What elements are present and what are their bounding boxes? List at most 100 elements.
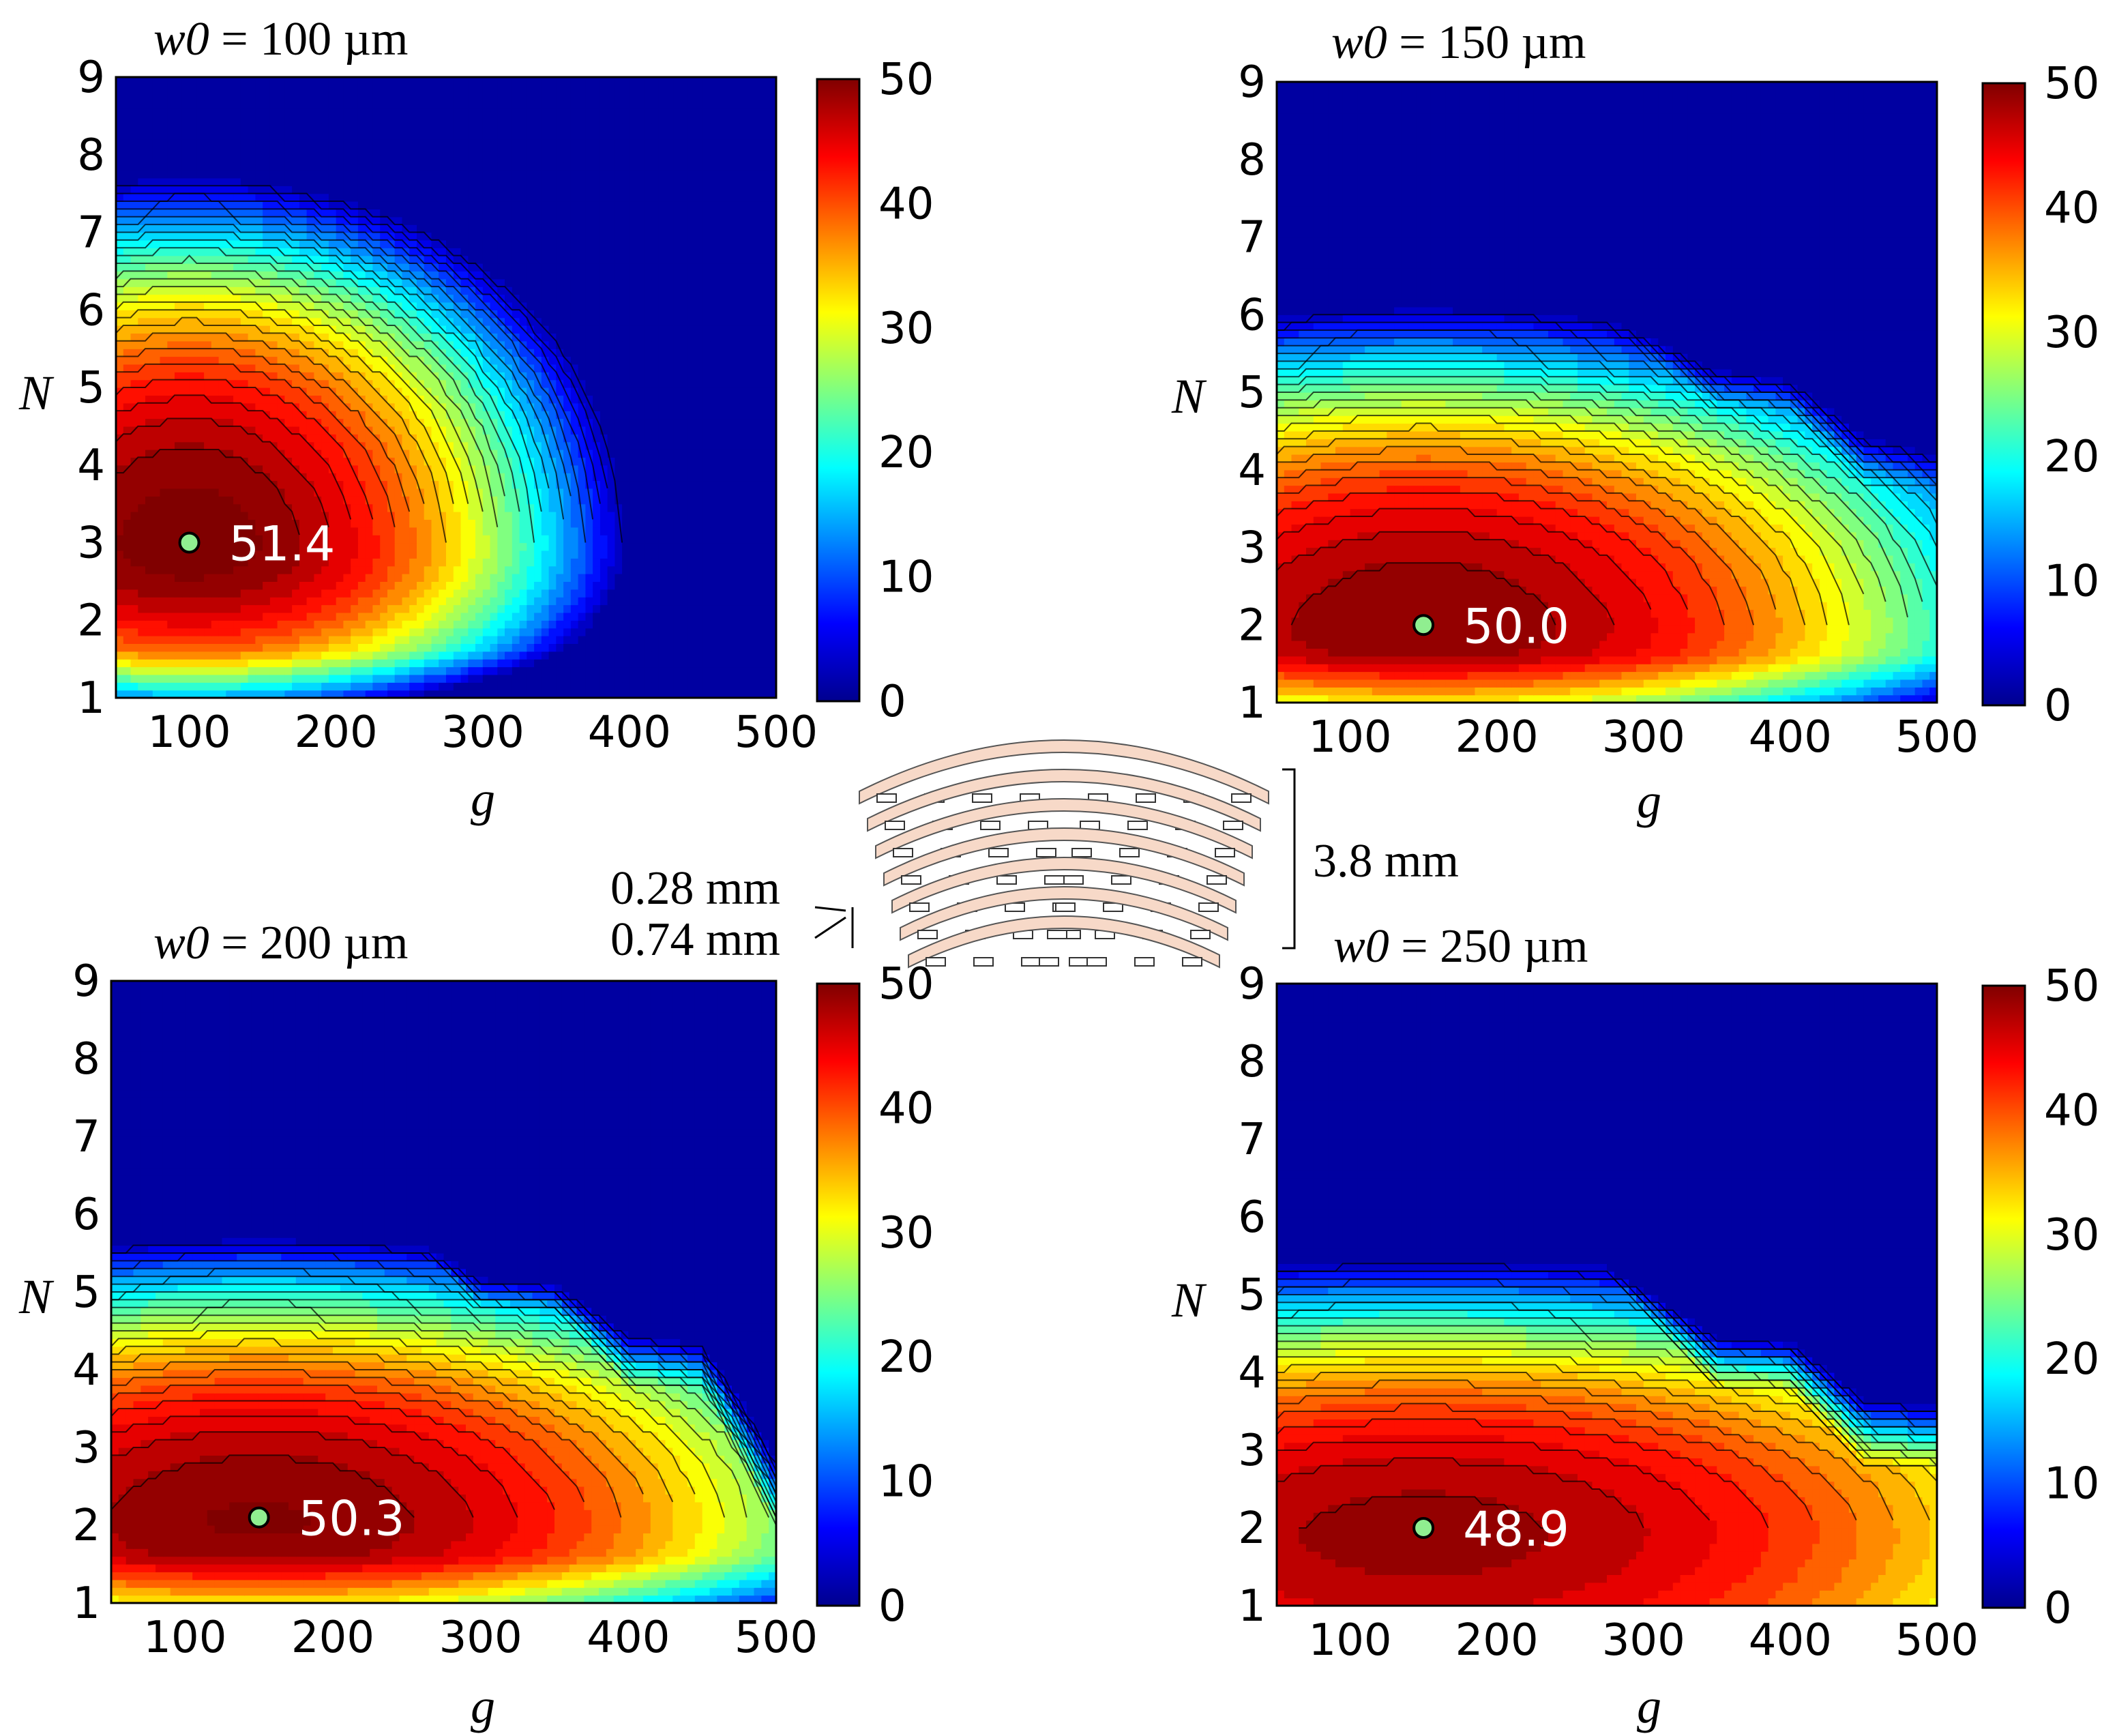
heatmap-cell (717, 519, 726, 528)
heatmap-cell (116, 535, 124, 544)
heatmap-cell (636, 294, 645, 303)
heatmap-cell (277, 628, 285, 636)
heatmap-cell (732, 620, 740, 629)
heatmap-cell (292, 604, 300, 613)
heatmap-cell (167, 542, 175, 551)
heatmap-cell (482, 441, 491, 450)
heatmap-cell (747, 434, 755, 443)
heatmap-cell (439, 565, 447, 574)
heatmap-cell (593, 527, 601, 535)
heatmap-cell (417, 465, 425, 473)
heatmap-cell (226, 395, 234, 404)
heatmap-cell (585, 604, 593, 613)
heatmap-cell (695, 690, 704, 698)
heatmap-cell (695, 512, 704, 520)
heatmap-cell (431, 636, 439, 644)
heatmap-cell (681, 372, 689, 381)
heatmap-cell (717, 473, 726, 482)
heatmap-cell (629, 496, 638, 505)
heatmap-cell (417, 496, 425, 505)
heatmap-cell (269, 372, 278, 381)
heatmap-cell (167, 636, 175, 644)
heatmap-cell (409, 558, 417, 567)
heatmap-cell (204, 550, 212, 559)
heatmap-cell (160, 659, 168, 668)
heatmap-cell (732, 286, 740, 295)
heatmap-cell (424, 674, 432, 683)
heatmap-cell (695, 286, 704, 295)
heatmap-cell (453, 411, 462, 420)
heatmap-cell (497, 597, 505, 606)
heatmap-cell (475, 387, 484, 396)
heatmap-cell (754, 558, 763, 567)
heatmap-cell (284, 418, 293, 427)
heatmap-cell (629, 659, 638, 668)
heatmap-cell (490, 574, 498, 582)
heatmap-cell (306, 527, 314, 535)
heatmap-cell (673, 301, 681, 310)
heatmap-cell (724, 527, 733, 535)
heatmap-cell (365, 372, 374, 381)
heatmap-cell (636, 604, 645, 613)
heatmap-cell (343, 597, 351, 606)
heatmap-cell (687, 535, 696, 544)
heatmap-cell (475, 519, 484, 528)
heatmap-cell (284, 527, 293, 535)
heatmap-cell (490, 581, 498, 590)
heatmap-cell (181, 349, 190, 357)
heatmap-cell (357, 581, 366, 590)
heatmap-cell (497, 519, 505, 528)
heatmap-cell (123, 612, 132, 621)
heatmap-cell (578, 620, 586, 629)
heatmap-cell (695, 402, 704, 411)
heatmap-cell (615, 542, 623, 551)
heatmap-cell (240, 480, 249, 489)
heatmap-cell (211, 527, 220, 535)
heatmap-cell (130, 450, 138, 458)
heatmap-cell (277, 519, 285, 528)
heatmap-cell (130, 364, 138, 372)
heatmap-cell (218, 550, 226, 559)
heatmap-cell (181, 379, 190, 388)
heatmap-cell (394, 426, 403, 435)
heatmap-cell (240, 301, 249, 310)
heatmap-cell (527, 496, 535, 505)
heatmap-cell (615, 519, 623, 528)
heatmap-cell (695, 612, 704, 621)
heatmap-cell (365, 636, 374, 644)
heatmap-cell (431, 301, 439, 310)
heatmap-cell (269, 496, 278, 505)
heatmap-cell (570, 558, 579, 567)
heatmap-cell (233, 558, 241, 567)
heatmap-cell (563, 349, 572, 357)
heatmap-cell (284, 643, 293, 652)
heatmap-cell (695, 317, 704, 326)
heatmap-cell (255, 465, 263, 473)
heatmap-cell (644, 574, 652, 582)
heatmap-cell (585, 503, 593, 512)
heatmap-cell (211, 333, 220, 342)
heatmap-cell (622, 519, 630, 528)
heatmap-cell (152, 666, 161, 675)
heatmap-cell (527, 535, 535, 544)
heatmap-cell (145, 402, 153, 411)
heatmap-cell (292, 372, 300, 381)
heatmap-cell (534, 480, 542, 489)
heatmap-cell (409, 574, 417, 582)
heatmap-cell (512, 628, 520, 636)
heatmap-cell (387, 356, 396, 365)
heatmap-cell (607, 503, 615, 512)
heatmap-cell (585, 519, 593, 528)
heatmap-cell (622, 372, 630, 381)
heatmap-cell (277, 620, 285, 629)
heatmap-cell (196, 379, 205, 388)
heatmap-cell (585, 333, 593, 342)
heatmap-cell (702, 457, 711, 466)
heatmap-cell (527, 278, 535, 287)
heatmap-cell (739, 271, 747, 280)
heatmap-cell (402, 488, 410, 497)
heatmap-cell (372, 263, 381, 271)
heatmap-cell (380, 278, 388, 287)
heatmap-cell (585, 317, 593, 326)
heatmap-cell (761, 465, 769, 473)
